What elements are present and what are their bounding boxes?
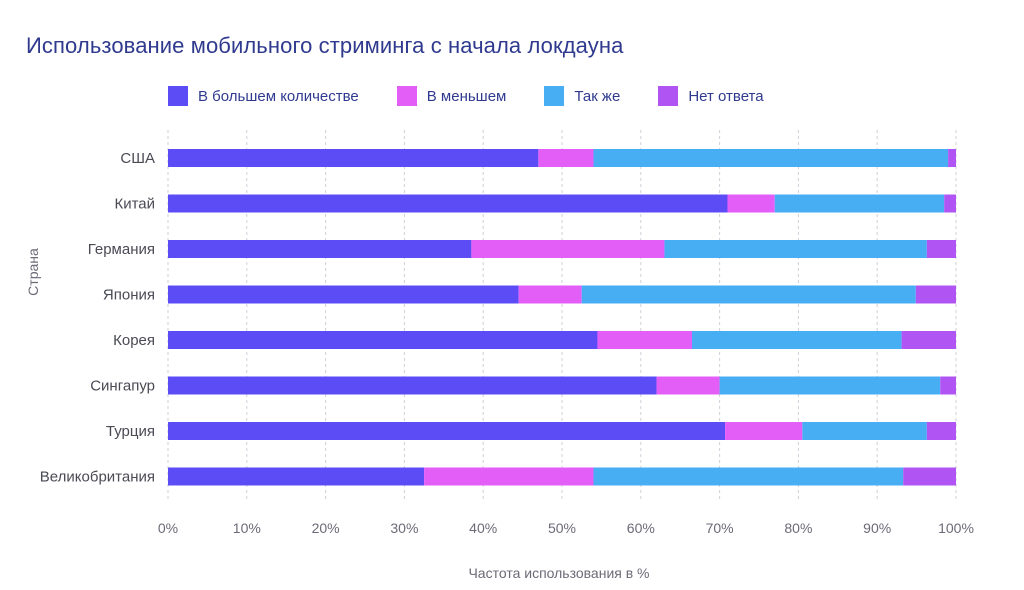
bar-segment [593,467,904,486]
legend-item-less: В меньшем [396,86,507,106]
legend-label-more: В большем количестве [198,87,359,105]
category-label: Япония [103,287,155,304]
bar-segment [168,467,425,486]
chart-title: Использование мобильного стриминга с нач… [26,33,624,58]
bars [168,149,956,486]
bar-segment [168,149,539,167]
legend-item-no-answer: Нет ответа [658,86,764,106]
bar-segment [802,422,927,440]
bar-segment [168,240,472,258]
legend-label-same: Так же [574,87,621,105]
bar-segment [518,285,582,304]
category-label: Корея [113,332,155,349]
bar-segment [168,376,657,395]
bar-segment [915,285,956,304]
bar-segment [926,240,956,258]
x-tick-label: 70% [706,520,734,536]
legend-label-no-answer: Нет ответа [688,87,764,105]
bar-segment [597,331,693,349]
category-label: Турция [106,423,155,440]
bar-segment [725,422,803,440]
category-label: Великобритания [40,469,155,486]
legend-swatch-more [168,86,188,106]
x-tick-label: 60% [627,520,655,536]
bar-segment [901,331,956,349]
x-tick-label: 90% [863,520,891,536]
bar-segment [948,149,956,167]
bar-segment [940,376,956,395]
x-tick-labels: 0% 10% 20% 30% 40% 50% 60% 70% 80% 90% 100% [158,520,974,536]
legend-swatch-no-answer [658,86,679,106]
category-label: США [120,150,155,167]
legend-label-less: В меньшем [426,87,507,105]
bar-segment [471,240,665,258]
x-tick-label: 50% [548,520,576,536]
legend-item-more: В большем количестве [168,86,359,106]
x-tick-label: 80% [784,520,812,536]
bar-segment [719,376,941,395]
grid-lines [167,130,957,500]
bar-segment [944,194,956,213]
category-label: Сингапур [90,378,155,395]
category-labels: США Китай Германия Япония Корея Сингапур Турци… [40,150,155,486]
bar-segment [692,331,902,349]
category-label: Германия [88,241,155,258]
bar-segment [903,467,956,486]
bar-segment [926,422,956,440]
x-tick-label: 10% [233,520,261,536]
bar-segment [168,422,726,440]
legend-swatch-less [396,86,417,106]
category-label: Китай [114,196,155,213]
x-tick-label: 30% [390,520,418,536]
legend-swatch-same [544,86,565,106]
bar-segment [168,194,728,213]
bar-segment [656,376,720,395]
bar-segment [774,194,945,213]
bar-segment [168,331,598,349]
bar-segment [538,149,594,167]
bar-segment [581,285,916,304]
x-tick-label: 20% [312,520,340,536]
x-tick-label: 0% [158,520,178,536]
x-axis-label: Частота использования в % [468,565,649,581]
bar-segment [593,149,949,167]
bar-segment [168,285,519,304]
bar-segment [664,240,927,258]
bar-segment [727,194,775,213]
legend: В большем количестве В меньшем Так же Не… [168,86,802,106]
x-tick-label: 100% [938,520,974,536]
x-tick-label: 40% [469,520,497,536]
y-axis-label: Страна [25,248,41,296]
legend-item-same: Так же [544,86,620,106]
bar-segment [424,467,594,486]
